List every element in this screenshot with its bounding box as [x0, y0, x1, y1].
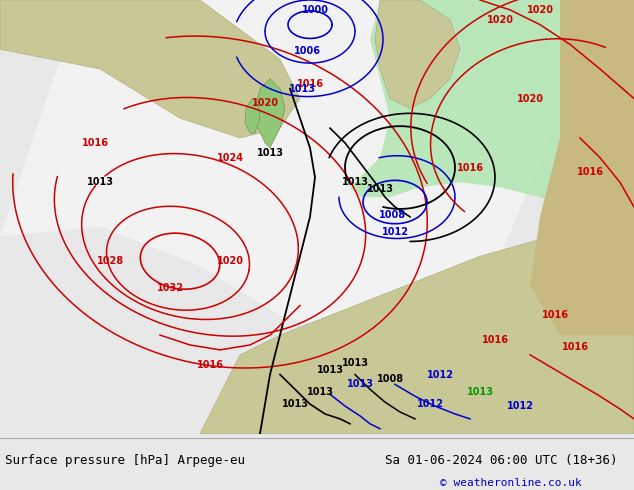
- Polygon shape: [375, 0, 460, 108]
- Polygon shape: [0, 0, 300, 138]
- Text: 1028: 1028: [96, 256, 124, 266]
- Text: 1012: 1012: [382, 226, 408, 237]
- Text: 1013: 1013: [306, 387, 333, 397]
- Text: 1006: 1006: [294, 46, 321, 56]
- Text: 1013: 1013: [342, 358, 368, 368]
- Text: 1013: 1013: [86, 177, 113, 187]
- Text: 1016: 1016: [481, 335, 508, 345]
- Text: 1013: 1013: [316, 365, 344, 374]
- Polygon shape: [245, 98, 260, 133]
- Text: 1032: 1032: [157, 283, 183, 293]
- Text: Sa 01-06-2024 06:00 UTC (18+36): Sa 01-06-2024 06:00 UTC (18+36): [385, 454, 618, 467]
- Text: 1013: 1013: [467, 387, 493, 397]
- Text: 1000: 1000: [302, 5, 328, 15]
- Text: 1016: 1016: [576, 168, 604, 177]
- Polygon shape: [350, 0, 634, 237]
- Text: 1013: 1013: [347, 379, 373, 390]
- Text: 1013: 1013: [288, 84, 316, 94]
- Text: 1016: 1016: [541, 310, 569, 320]
- Text: 1020: 1020: [252, 98, 278, 108]
- Text: 1013: 1013: [257, 148, 283, 158]
- Text: 1013: 1013: [281, 399, 309, 409]
- Text: 1013: 1013: [366, 184, 394, 194]
- Text: 1008: 1008: [377, 374, 404, 385]
- Text: 1016: 1016: [297, 79, 323, 89]
- Polygon shape: [255, 79, 285, 148]
- Polygon shape: [0, 0, 550, 335]
- Text: 1020: 1020: [517, 94, 543, 103]
- Text: 1008: 1008: [379, 210, 406, 220]
- Text: 1012: 1012: [417, 399, 444, 409]
- Text: 1020: 1020: [216, 256, 243, 266]
- Text: 1020: 1020: [526, 5, 553, 15]
- Polygon shape: [530, 0, 634, 335]
- Text: 1016: 1016: [456, 163, 484, 172]
- Text: 1012: 1012: [427, 369, 453, 380]
- Text: © weatheronline.co.uk: © weatheronline.co.uk: [440, 478, 582, 488]
- Text: 1013: 1013: [342, 177, 368, 187]
- Text: 1024: 1024: [216, 153, 243, 163]
- Text: 1020: 1020: [486, 15, 514, 24]
- Text: 1016: 1016: [197, 360, 224, 369]
- Text: Surface pressure [hPa] Arpege-eu: Surface pressure [hPa] Arpege-eu: [5, 454, 245, 467]
- Polygon shape: [200, 217, 634, 434]
- Text: 1016: 1016: [562, 342, 588, 352]
- Text: 1012: 1012: [507, 401, 533, 411]
- Text: 1016: 1016: [82, 138, 108, 148]
